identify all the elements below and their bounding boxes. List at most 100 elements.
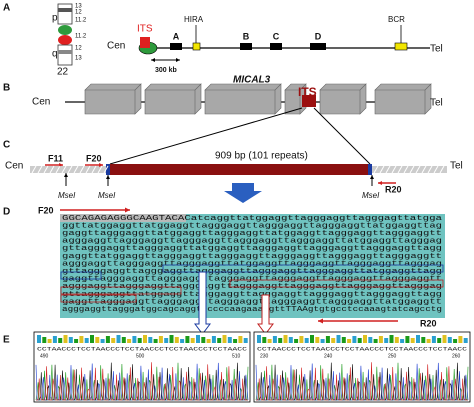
quality-bar	[143, 335, 147, 343]
chromatogram: CCTAACCCTCCTAACCCTCCTAACCCTCCTAACCCTCCTA…	[253, 331, 471, 403]
quality-bar	[190, 338, 195, 343]
stripe	[43, 165, 49, 174]
primer-arrow-head	[125, 207, 130, 213]
exon	[319, 83, 367, 115]
quality-bar	[58, 338, 63, 343]
position-label: 250	[388, 353, 397, 359]
stripe	[73, 165, 79, 174]
gene-structure	[65, 83, 432, 115]
stripe	[31, 165, 37, 174]
quality-bar	[84, 338, 89, 343]
quality-bar	[278, 338, 283, 343]
quality-bar	[378, 336, 383, 343]
stripe	[403, 165, 409, 174]
stripe	[415, 165, 421, 174]
arm-p: p	[52, 13, 58, 24]
primer-f20: F20	[38, 205, 54, 215]
quality-bar	[222, 335, 227, 343]
base-calls: CCTAACCCTCCTAACCCTCCTAACCCTCCTAACCCTCCTA…	[37, 346, 247, 352]
sequence-line: gttagggaggttatggaggttagggaggttagggaggtta…	[62, 291, 442, 299]
quality-bar	[283, 335, 288, 343]
site-label: MseI	[58, 191, 76, 200]
panel-label: E	[3, 335, 10, 346]
panel-label: C	[3, 140, 10, 151]
quality-bar	[238, 336, 243, 343]
quality-bar	[243, 338, 248, 343]
band-label: 12	[75, 10, 82, 16]
stripe	[427, 165, 433, 174]
quality-bar	[368, 337, 373, 343]
stripe	[97, 165, 103, 174]
primer-label: R20	[385, 184, 402, 194]
site-label: MseI	[98, 191, 116, 200]
primer-label: F20	[86, 153, 102, 163]
trace-curve	[255, 362, 469, 401]
quality-bar	[52, 336, 57, 343]
sequence-line: gttagggaggttagggaggttatggaggttagggaggtta…	[62, 245, 442, 253]
quality-bar	[132, 336, 137, 343]
map	[138, 25, 430, 62]
quality-bar	[233, 339, 238, 343]
cen: Cen	[32, 97, 50, 108]
gene-label: C	[273, 31, 280, 41]
quality-bar	[315, 337, 320, 343]
stripe	[37, 165, 43, 174]
quality-bar	[100, 339, 105, 343]
quality-bar	[272, 336, 277, 343]
quality-bar	[373, 339, 378, 343]
quality-bar	[153, 339, 158, 343]
arrow-to-trace	[257, 294, 274, 335]
exon	[284, 83, 307, 115]
stripe	[385, 165, 391, 174]
stripe	[391, 165, 397, 174]
quality-bar	[174, 337, 179, 343]
repeat-length: 909 bp (101 repeats)	[215, 151, 308, 162]
quality-bar	[105, 336, 110, 343]
primer-highlight	[60, 214, 186, 222]
quality-bar	[453, 339, 458, 343]
primer-label: F11	[48, 153, 63, 163]
quality-bar	[320, 339, 325, 343]
panel-label: B	[3, 83, 10, 94]
quality-bar	[95, 337, 100, 343]
quality-bar	[79, 336, 84, 343]
stripe	[91, 165, 97, 174]
gene-name: MICAL3	[233, 75, 271, 86]
quality-bar	[206, 339, 211, 343]
exon	[144, 83, 202, 115]
sequence-line: gaggttagggaggttatggaggttagggaggttatggagg…	[62, 230, 442, 238]
quality-bar	[394, 337, 399, 343]
quality-bar	[431, 336, 436, 343]
stripe	[397, 165, 403, 174]
trace-curve	[35, 362, 249, 401]
sequence-background	[60, 214, 445, 318]
repeat-region	[30, 163, 447, 203]
stripe	[373, 165, 379, 174]
sequence-line: ggttatggaggttatggaggttagggaggttagggaggtt…	[62, 222, 442, 230]
exon	[84, 83, 142, 115]
stripe	[61, 165, 67, 174]
stripe	[67, 165, 73, 174]
stripe	[421, 165, 427, 174]
quality-bar	[217, 338, 222, 343]
its: ITS	[137, 24, 153, 35]
quality-bar	[400, 339, 405, 343]
quality-bar	[310, 335, 314, 343]
quality-bar	[137, 338, 142, 343]
panel-label: A	[3, 3, 10, 14]
position-label: 230	[260, 353, 269, 359]
exon	[204, 83, 282, 115]
bcr: BCR	[388, 15, 405, 24]
quality-bar	[421, 337, 426, 343]
quality-bar	[405, 336, 410, 343]
primer-arrow-head	[318, 318, 323, 324]
quality-bar	[42, 337, 47, 343]
quality-bar	[384, 338, 389, 343]
stripe	[55, 165, 61, 174]
gene-label: A	[173, 31, 180, 41]
quality-bar	[164, 338, 169, 343]
quality-bar	[410, 338, 415, 343]
quality-bar	[347, 339, 352, 343]
site-label: MseI	[362, 191, 380, 200]
band-label: 13	[75, 4, 82, 10]
